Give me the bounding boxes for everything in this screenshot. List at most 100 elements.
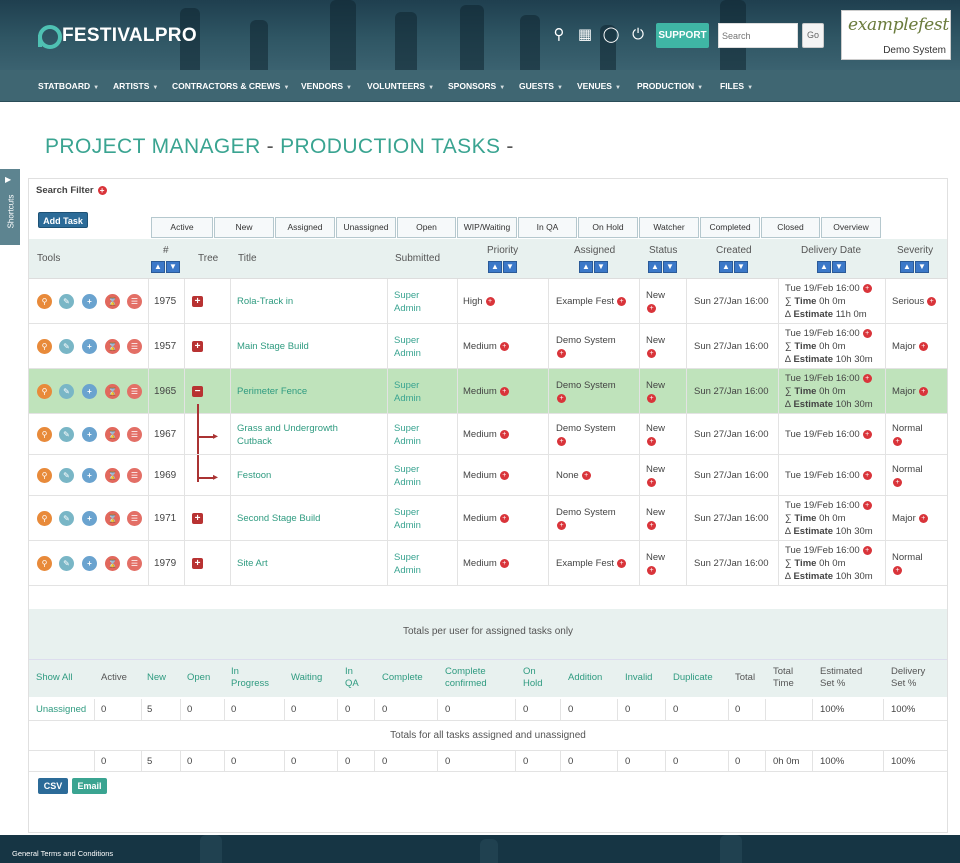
tab-active[interactable]: Active: [151, 217, 213, 238]
notes-icon[interactable]: ☰: [127, 511, 142, 526]
add-subtask-icon[interactable]: +: [82, 384, 97, 399]
summary-user-link[interactable]: Unassigned: [36, 704, 87, 715]
tree-expand-icon[interactable]: +: [192, 513, 203, 524]
hourglass-icon[interactable]: ⌛: [105, 556, 120, 571]
sort-desc-icon[interactable]: ▼: [166, 261, 180, 273]
plus-icon[interactable]: +: [918, 386, 928, 396]
user-icon[interactable]: ◯: [602, 26, 620, 43]
go-button[interactable]: Go: [802, 23, 824, 48]
tree-expand-icon[interactable]: +: [192, 558, 203, 569]
tab-overview[interactable]: Overview: [821, 217, 881, 238]
notes-icon[interactable]: ☰: [127, 556, 142, 571]
edit-icon[interactable]: ✎: [59, 556, 74, 571]
plus-icon[interactable]: +: [893, 436, 902, 446]
sort-asc-icon[interactable]: ▲: [648, 261, 662, 273]
festivalpro-logo[interactable]: FESTIVALPRO: [38, 22, 197, 50]
add-subtask-icon[interactable]: +: [82, 556, 97, 571]
table-row[interactable]: ⚲ ✎ + ⌛ ☰ 1979 + Site Art Super Admin Med…: [29, 541, 947, 586]
sum-col-in-qa[interactable]: In QA: [345, 666, 359, 689]
plus-icon[interactable]: +: [647, 348, 656, 358]
nav-venues[interactable]: VENUES ▼: [577, 81, 621, 91]
sort-asc-icon[interactable]: ▲: [151, 261, 165, 273]
view-icon[interactable]: ⚲: [37, 294, 52, 309]
sum-col-new[interactable]: New: [147, 672, 167, 683]
plus-icon[interactable]: +: [617, 296, 627, 306]
sort-asc-icon[interactable]: ▲: [488, 261, 502, 273]
table-row[interactable]: ⚲ ✎ + ⌛ ☰ 1971 + Second Stage Build Supe…: [29, 496, 947, 541]
sum-col-invalid[interactable]: Invalid: [625, 672, 653, 683]
task-title-link[interactable]: Second Stage Build: [237, 513, 321, 524]
sum-col-duplicate[interactable]: Duplicate: [673, 672, 713, 683]
plus-icon[interactable]: +: [557, 393, 566, 403]
sum-col-in-progress[interactable]: In Progress: [231, 666, 270, 689]
notes-icon[interactable]: ☰: [127, 468, 142, 483]
add-subtask-icon[interactable]: +: [82, 294, 97, 309]
table-row[interactable]: ⚲ ✎ + ⌛ ☰ 1969 Festoon Super Admin Medium…: [29, 455, 947, 496]
plus-icon[interactable]: +: [862, 429, 872, 439]
sum-col-complete-confirmed[interactable]: Complete confirmed: [445, 666, 487, 689]
task-title-link[interactable]: Perimeter Fence: [237, 386, 308, 397]
view-icon[interactable]: ⚲: [37, 556, 52, 571]
add-task-button[interactable]: Add Task: [38, 212, 88, 228]
tab-in-qa[interactable]: In QA: [518, 217, 577, 238]
nav-guests[interactable]: GUESTS ▼: [519, 81, 563, 91]
notes-icon[interactable]: ☰: [127, 427, 142, 442]
table-row-selected[interactable]: ⚲ ✎ + ⌛ ☰ 1965 − Perimeter Fence Super Ad…: [29, 369, 947, 414]
hourglass-icon[interactable]: ⌛: [105, 468, 120, 483]
task-title-link[interactable]: Grass and Undergrowth Cutback: [237, 423, 338, 447]
plus-icon[interactable]: +: [927, 296, 937, 306]
show-all-link[interactable]: Show All: [36, 672, 73, 683]
sort-desc-icon[interactable]: ▼: [832, 261, 846, 273]
nav-production[interactable]: PRODUCTION ▼: [637, 81, 704, 91]
sort-asc-icon[interactable]: ▲: [719, 261, 733, 273]
plus-icon[interactable]: +: [557, 436, 566, 446]
tab-open[interactable]: Open: [397, 217, 456, 238]
csv-button[interactable]: CSV: [38, 778, 68, 794]
hourglass-icon[interactable]: ⌛: [105, 339, 120, 354]
plus-icon[interactable]: +: [499, 558, 509, 568]
plus-icon[interactable]: +: [862, 500, 872, 510]
sort-asc-icon[interactable]: ▲: [900, 261, 914, 273]
plus-icon[interactable]: +: [893, 477, 902, 487]
plus-icon[interactable]: +: [647, 436, 656, 446]
plus-icon[interactable]: +: [647, 477, 656, 487]
tab-wip-waiting[interactable]: WIP/Waiting: [457, 217, 517, 238]
tab-watcher[interactable]: Watcher: [639, 217, 699, 238]
power-icon[interactable]: ⏻: [632, 26, 644, 43]
plus-icon[interactable]: +: [647, 565, 656, 575]
plus-icon[interactable]: +: [862, 328, 872, 338]
search-icon[interactable]: ⚲: [553, 26, 565, 43]
terms-link[interactable]: General Terms and Conditions: [12, 849, 114, 858]
add-subtask-icon[interactable]: +: [82, 468, 97, 483]
view-icon[interactable]: ⚲: [37, 511, 52, 526]
plus-icon[interactable]: +: [862, 545, 872, 555]
email-button[interactable]: Email: [72, 778, 107, 794]
tree-collapse-icon[interactable]: −: [192, 386, 203, 397]
plus-icon[interactable]: +: [862, 470, 872, 480]
hourglass-icon[interactable]: ⌛: [105, 427, 120, 442]
view-icon[interactable]: ⚲: [37, 339, 52, 354]
edit-icon[interactable]: ✎: [59, 384, 74, 399]
tree-expand-icon[interactable]: +: [192, 341, 203, 352]
sum-col-open[interactable]: Open: [187, 672, 211, 683]
view-icon[interactable]: ⚲: [37, 384, 52, 399]
hourglass-icon[interactable]: ⌛: [105, 384, 120, 399]
tab-completed[interactable]: Completed: [700, 217, 760, 238]
view-icon[interactable]: ⚲: [37, 427, 52, 442]
sort-desc-icon[interactable]: ▼: [734, 261, 748, 273]
table-row[interactable]: ⚲ ✎ + ⌛ ☰ 1967 Grass and Undergrowth Cut…: [29, 414, 947, 455]
sum-col-complete[interactable]: Complete: [382, 672, 423, 683]
plus-icon[interactable]: +: [499, 386, 509, 396]
edit-icon[interactable]: ✎: [59, 511, 74, 526]
nav-files[interactable]: FILES ▼: [720, 81, 754, 91]
edit-icon[interactable]: ✎: [59, 427, 74, 442]
tab-on-hold[interactable]: On Hold: [578, 217, 638, 238]
sort-desc-icon[interactable]: ▼: [503, 261, 517, 273]
sort-desc-icon[interactable]: ▼: [663, 261, 677, 273]
search-input[interactable]: [718, 23, 798, 48]
sort-desc-icon[interactable]: ▼: [594, 261, 608, 273]
add-subtask-icon[interactable]: +: [82, 511, 97, 526]
plus-icon[interactable]: +: [918, 513, 928, 523]
plus-icon[interactable]: +: [557, 520, 566, 530]
task-title-link[interactable]: Festoon: [237, 470, 272, 481]
